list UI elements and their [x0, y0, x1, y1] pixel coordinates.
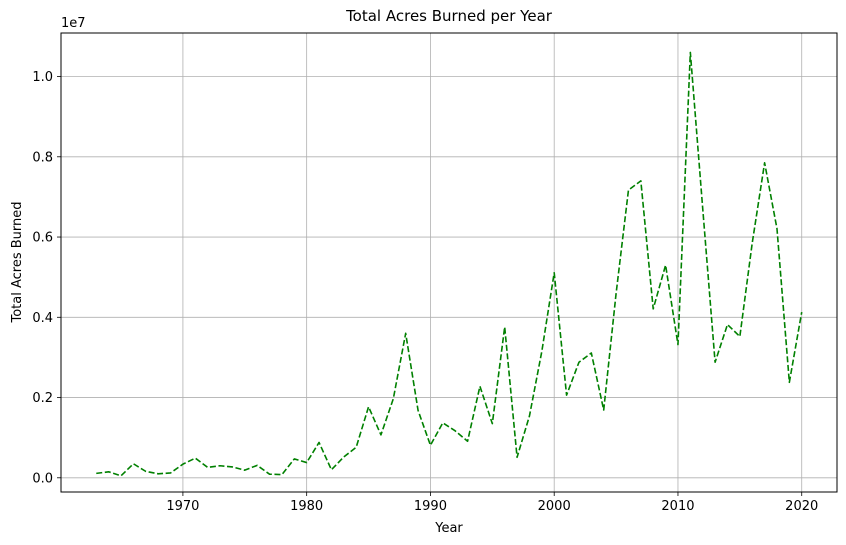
y-tick-label: 0.2	[32, 391, 53, 406]
y-tick-label: 0.0	[32, 471, 53, 486]
x-tick-label: 1970	[166, 499, 199, 514]
series-line	[96, 51, 803, 477]
x-tick-label: 2000	[538, 499, 571, 514]
x-tick-label: 2010	[661, 499, 694, 514]
y-axis-offset-label: 1e7	[61, 16, 86, 31]
chart-title: Total Acres Burned per Year	[345, 7, 553, 25]
y-tick-label: 0.8	[32, 150, 53, 165]
y-tick-label: 0.4	[32, 311, 53, 326]
plot-frame	[60, 32, 838, 493]
x-tick-label: 1980	[290, 499, 323, 514]
axis-ticks: 1970 1980 1990 2000 2010 2020 0.0 0.2 0.4 0.6 0.8 1…	[32, 70, 818, 514]
x-tick-label: 1990	[414, 499, 447, 514]
y-axis-title: Total Acres Burned	[10, 201, 25, 323]
series-layer	[96, 51, 803, 477]
y-tick-label: 1.0	[32, 70, 53, 85]
x-tick-label: 2020	[785, 499, 818, 514]
x-axis-title: Year	[434, 521, 463, 536]
y-tick-label: 0.6	[32, 231, 53, 246]
grid	[61, 33, 837, 492]
